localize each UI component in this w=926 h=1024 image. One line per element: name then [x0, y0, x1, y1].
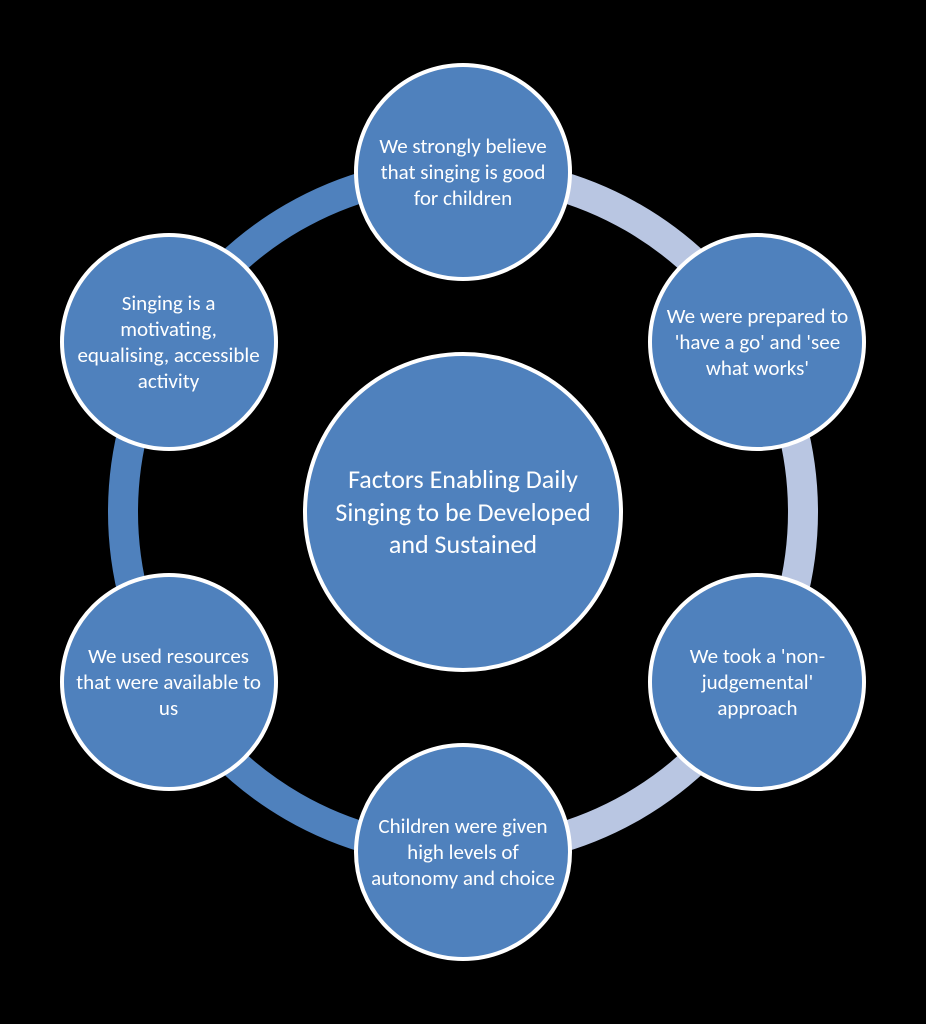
outer-node: We were prepared to 'have a go' and 'see… — [648, 233, 866, 451]
outer-node-label: We strongly believe that singing is good… — [370, 133, 556, 212]
outer-node-label: We took a 'non-judgemental' approach — [664, 643, 850, 722]
outer-node-label: We used resources that were available to… — [76, 643, 262, 722]
outer-node: We took a 'non-judgemental' approach — [648, 573, 866, 791]
outer-node: Children were given high levels of auton… — [354, 743, 572, 961]
outer-node-label: Children were given high levels of auton… — [370, 813, 556, 892]
center-node: Factors Enabling Daily Singing to be Dev… — [303, 352, 623, 672]
outer-node-label: Singing is a motivating, equalising, acc… — [76, 290, 262, 395]
outer-node: Singing is a motivating, equalising, acc… — [60, 233, 278, 451]
outer-node: We strongly believe that singing is good… — [354, 63, 572, 281]
radial-cycle-diagram: Factors Enabling Daily Singing to be Dev… — [0, 0, 926, 1024]
outer-node-label: We were prepared to 'have a go' and 'see… — [664, 303, 850, 382]
center-node-label: Factors Enabling Daily Singing to be Dev… — [319, 463, 607, 561]
outer-node: We used resources that were available to… — [60, 573, 278, 791]
